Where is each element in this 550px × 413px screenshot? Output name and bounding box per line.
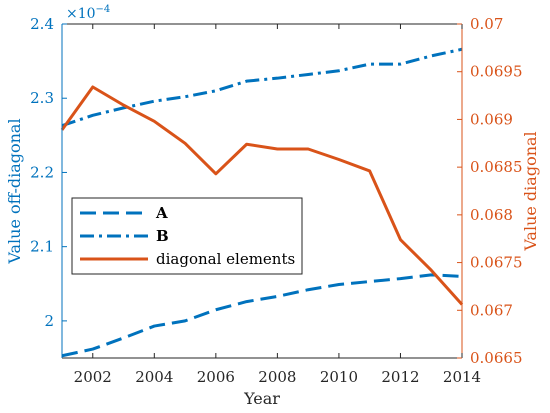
right-y-tick-label: 0.0675 <box>470 254 523 272</box>
left-y-tick-label: 2.2 <box>30 163 54 181</box>
left-axis-exponent: ×10−4 <box>66 4 110 22</box>
series-diagonal-line <box>60 85 464 306</box>
right-y-tick-label: 0.0665 <box>470 349 523 367</box>
legend-label-diagonal: diagonal elements <box>156 250 295 268</box>
x-tick-label: 2012 <box>381 368 419 386</box>
right-y-axis-label: Value diagonal <box>521 131 540 251</box>
left-y-tick-label: 2.1 <box>30 238 54 256</box>
x-axis-label: Year <box>243 389 280 408</box>
x-tick-label: 2006 <box>197 368 235 386</box>
left-y-tick-label: 2 <box>44 312 54 330</box>
x-tick-label: 2002 <box>74 368 112 386</box>
right-y-tick-label: 0.07 <box>470 15 503 33</box>
x-tick-label: 2004 <box>135 368 173 386</box>
right-y-tick-label: 0.0695 <box>470 63 523 81</box>
legend-label-b: B <box>156 227 169 245</box>
series-a-line <box>61 273 463 358</box>
legend-label-a: A <box>155 204 168 222</box>
right-y-tick-label: 0.069 <box>470 110 513 128</box>
right-y-tick-label: 0.067 <box>470 301 513 319</box>
left-y-tick-label: 2.3 <box>30 89 54 107</box>
legend: A B diagonal elements <box>71 197 303 275</box>
x-tick-label: 2014 <box>443 368 481 386</box>
x-tick-label: 2010 <box>320 368 358 386</box>
right-y-tick-label: 0.0685 <box>470 158 523 176</box>
x-tick-label: 2008 <box>258 368 296 386</box>
left-y-axis-label: Value off-diagonal <box>5 118 24 264</box>
left-y-tick-label: 2.4 <box>30 15 54 33</box>
right-y-tick-label: 0.068 <box>470 206 513 224</box>
